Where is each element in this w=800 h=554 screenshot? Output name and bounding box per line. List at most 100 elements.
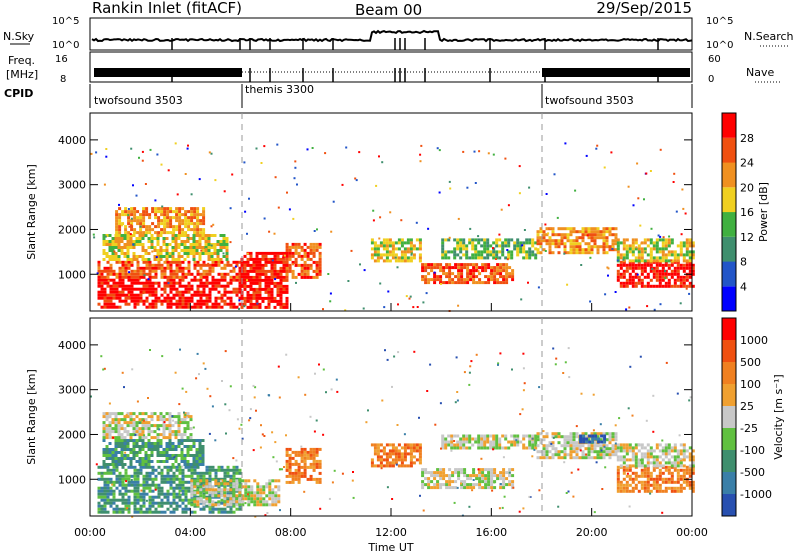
data-cell	[602, 227, 606, 231]
scatter-point	[98, 511, 101, 514]
scatter-point	[518, 510, 521, 513]
data-cell	[551, 242, 555, 246]
data-cell	[608, 248, 612, 252]
data-cell	[181, 213, 185, 217]
data-cell	[578, 248, 582, 252]
data-cell	[418, 238, 422, 242]
scatter-point	[111, 483, 114, 486]
data-cell	[619, 281, 623, 285]
data-cell	[603, 440, 607, 444]
data-cell	[175, 290, 179, 294]
data-cell	[112, 507, 116, 511]
data-cell	[625, 238, 629, 242]
data-cell	[207, 234, 211, 237]
data-cell	[120, 451, 124, 454]
station-title: Rankin Inlet (fitACF)	[92, 0, 242, 17]
data-cell	[587, 453, 591, 457]
data-cell	[201, 234, 205, 237]
data-cell	[130, 228, 134, 232]
data-cell	[142, 483, 146, 487]
data-cell	[664, 449, 668, 453]
data-cell	[502, 477, 506, 481]
data-cell	[115, 507, 119, 511]
data-cell	[232, 269, 236, 273]
data-cell	[217, 494, 221, 498]
scatter-point	[676, 392, 679, 395]
scatter-point	[315, 419, 318, 422]
scatter-point	[130, 217, 133, 220]
data-cell	[201, 460, 205, 463]
data-cell	[451, 272, 455, 276]
scatter-point	[192, 426, 195, 429]
scatter-point	[138, 156, 140, 159]
data-cell	[123, 418, 127, 422]
scatter-point	[596, 144, 599, 147]
data-cell	[102, 243, 106, 246]
data-cell	[190, 296, 194, 300]
scatter-point	[440, 282, 442, 285]
data-cell	[243, 299, 247, 303]
scatter-point	[359, 263, 361, 266]
data-cell	[297, 242, 301, 246]
data-cell	[625, 483, 629, 487]
data-cell	[226, 510, 230, 514]
data-cell	[151, 510, 155, 514]
data-cell	[177, 234, 181, 237]
data-cell	[563, 233, 567, 237]
data-cell	[138, 418, 142, 422]
data-cell	[513, 437, 517, 441]
data-cell	[484, 477, 488, 481]
data-cell	[232, 510, 236, 514]
data-cell	[282, 263, 286, 267]
data-cell	[193, 213, 197, 217]
data-cell	[279, 269, 283, 273]
data-cell	[223, 500, 227, 504]
data-cell	[97, 269, 101, 273]
data-cell	[578, 236, 582, 240]
data-cell	[117, 460, 121, 463]
data-cell	[611, 233, 615, 237]
data-cell	[133, 302, 137, 306]
data-cell	[177, 237, 181, 240]
data-cell	[315, 266, 319, 270]
data-cell	[516, 253, 520, 257]
data-cell	[166, 222, 170, 226]
data-cell	[259, 491, 263, 495]
data-cell	[159, 454, 163, 457]
data-cell	[465, 434, 469, 438]
data-cell	[153, 237, 157, 240]
data-cell	[649, 461, 653, 465]
data-cell	[465, 250, 469, 254]
data-cell	[139, 498, 143, 502]
data-cell	[300, 471, 304, 475]
data-cell	[183, 430, 187, 434]
data-cell	[108, 442, 112, 445]
data-cell	[196, 269, 200, 273]
data-cell	[379, 461, 383, 465]
data-cell	[448, 269, 452, 273]
data-cell	[229, 488, 233, 492]
data-cell	[312, 462, 316, 466]
data-cell	[525, 241, 529, 245]
scatter-point	[351, 479, 354, 482]
data-cell	[174, 243, 178, 246]
data-cell	[439, 474, 443, 478]
data-cell	[220, 272, 224, 276]
data-cell	[661, 250, 665, 254]
data-cell	[447, 440, 451, 444]
data-cell	[531, 434, 535, 438]
data-cell	[187, 219, 191, 223]
data-cell	[130, 296, 134, 300]
data-cell	[634, 455, 638, 459]
data-cell	[489, 244, 493, 248]
data-cell	[605, 453, 609, 457]
data-cell	[117, 412, 121, 416]
data-cell	[587, 233, 591, 237]
data-cell	[291, 450, 295, 454]
data-cell	[211, 260, 215, 264]
data-cell	[664, 275, 668, 279]
data-cell	[587, 456, 591, 460]
data-cell	[202, 489, 206, 493]
data-cell	[129, 240, 133, 243]
data-cell	[195, 249, 199, 252]
